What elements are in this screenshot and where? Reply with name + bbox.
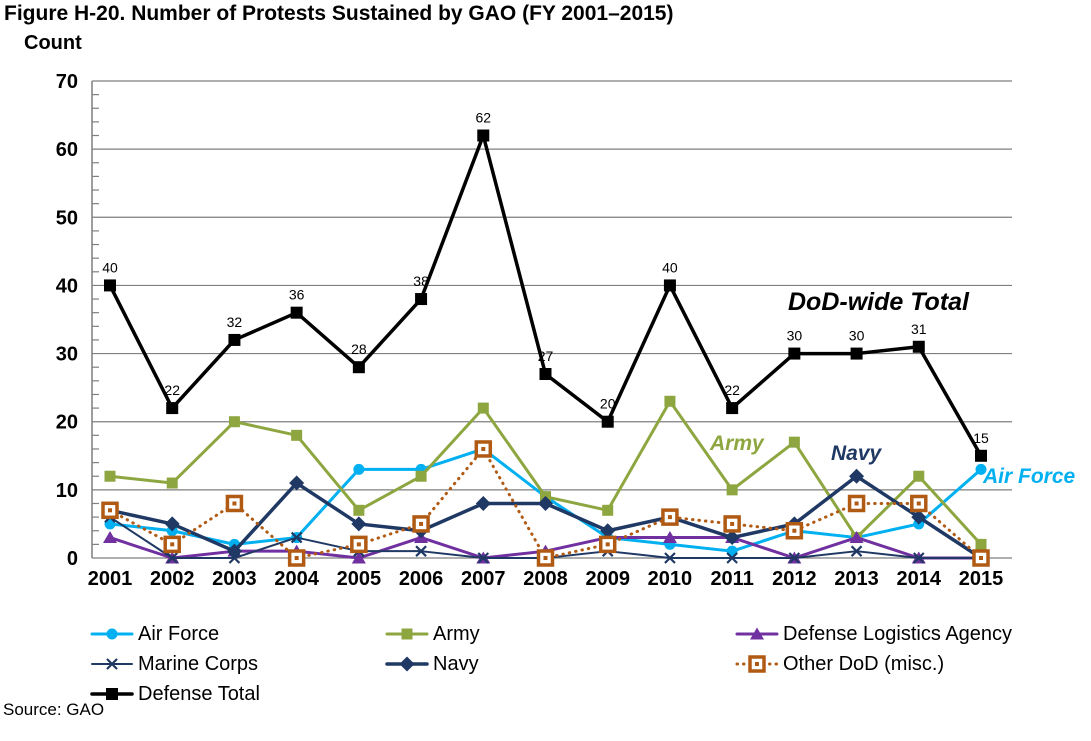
data-label: 32 xyxy=(227,314,243,330)
y-tick-label: 60 xyxy=(56,139,78,161)
legend-item-air-force: Air Force xyxy=(90,623,385,646)
legend-marker-icon xyxy=(385,628,429,640)
legend-label: Defense Total xyxy=(138,682,260,705)
chart-legend: Air Force Army Defense Logistics Agency Mar… xyxy=(90,619,1080,709)
source-note: Source: GAO xyxy=(3,700,105,719)
data-label: 15 xyxy=(973,430,989,446)
data-label: 36 xyxy=(289,287,305,303)
x-tick-label: 2014 xyxy=(897,568,942,590)
data-label: 22 xyxy=(164,382,180,398)
legend-label: Marine Corps xyxy=(138,652,259,675)
series-defense-total: 40 22 32 36 28 38 62 27 20 40 22 30 30 31 15 xyxy=(102,110,989,462)
legend-label: Other DoD (misc.) xyxy=(783,652,945,675)
data-label: 30 xyxy=(787,328,803,344)
legend-label: Air Force xyxy=(138,622,220,645)
series-navy xyxy=(102,468,989,566)
y-tick-label: 70 xyxy=(56,71,78,93)
legend-marker-icon xyxy=(90,628,134,640)
figure-title: Figure H-20. Number of Protests Sustaine… xyxy=(4,2,674,25)
legend-item-defense-total: Defense Total xyxy=(90,683,385,706)
y-tick-label: 10 xyxy=(56,480,78,502)
series-other-dod-misc- xyxy=(101,440,990,567)
legend-label: Defense Logistics Agency xyxy=(783,622,1013,645)
x-tick-label: 2006 xyxy=(399,568,444,590)
y-tick-label: 0 xyxy=(67,548,78,570)
data-label: 38 xyxy=(413,273,429,289)
legend-item-other-dod-misc-: Other DoD (misc.) xyxy=(735,653,1080,676)
data-label: 22 xyxy=(724,382,740,398)
data-label: 20 xyxy=(600,396,616,412)
data-label: 40 xyxy=(662,259,678,275)
x-tick-label: 2001 xyxy=(88,568,133,590)
legend-marker-icon xyxy=(90,688,134,700)
data-label: 40 xyxy=(102,259,118,275)
x-tick-label: 2011 xyxy=(710,568,753,590)
x-tick-label: 2009 xyxy=(585,568,630,590)
legend-marker-icon xyxy=(735,655,779,673)
data-label: 28 xyxy=(351,341,367,357)
legend-item-navy: Navy xyxy=(385,653,735,676)
data-label: 27 xyxy=(538,348,554,364)
legend-label: Army xyxy=(433,622,480,645)
y-axis-title: Count xyxy=(24,32,82,54)
annotation-army: Army xyxy=(710,432,764,455)
annotation-dod-wide-total: DoD-wide Total xyxy=(788,288,970,316)
legend-label: Navy xyxy=(433,652,479,675)
legend-item-army: Army xyxy=(385,623,735,646)
x-tick-label: 2002 xyxy=(150,568,195,590)
x-tick-label: 2007 xyxy=(461,568,506,590)
x-tick-label: 2013 xyxy=(834,568,879,590)
x-tick-label: 2012 xyxy=(772,568,817,590)
x-tick-label: 2010 xyxy=(648,568,693,590)
x-tick-label: 2004 xyxy=(274,568,319,590)
annotation-navy: Navy xyxy=(831,442,882,465)
x-axis-labels: 2001 2002 2003 2004 2005 2006 2007 2008 2009 2010… xyxy=(88,568,1004,590)
y-tick-label: 30 xyxy=(56,344,78,366)
legend-marker-icon xyxy=(91,658,133,670)
x-tick-label: 2015 xyxy=(959,568,1004,590)
x-tick-label: 2003 xyxy=(212,568,257,590)
y-tick-label: 40 xyxy=(56,275,78,297)
gridlines: 0 10 20 30 40 50 60 70 xyxy=(56,71,1012,570)
legend-marker-icon xyxy=(735,627,779,640)
data-label: 30 xyxy=(849,328,865,344)
x-tick-label: 2005 xyxy=(337,568,382,590)
legend-marker-icon xyxy=(385,656,429,672)
data-label: 62 xyxy=(475,110,491,126)
annotation-air-force: Air Force xyxy=(983,465,1076,488)
x-tick-label: 2008 xyxy=(523,568,568,590)
y-tick-label: 20 xyxy=(56,412,78,434)
legend-item-defense-logistics-agency: Defense Logistics Agency xyxy=(735,623,1080,646)
data-label: 31 xyxy=(911,321,927,337)
legend-item-marine-corps: Marine Corps xyxy=(90,653,385,676)
y-tick-label: 50 xyxy=(56,207,78,229)
